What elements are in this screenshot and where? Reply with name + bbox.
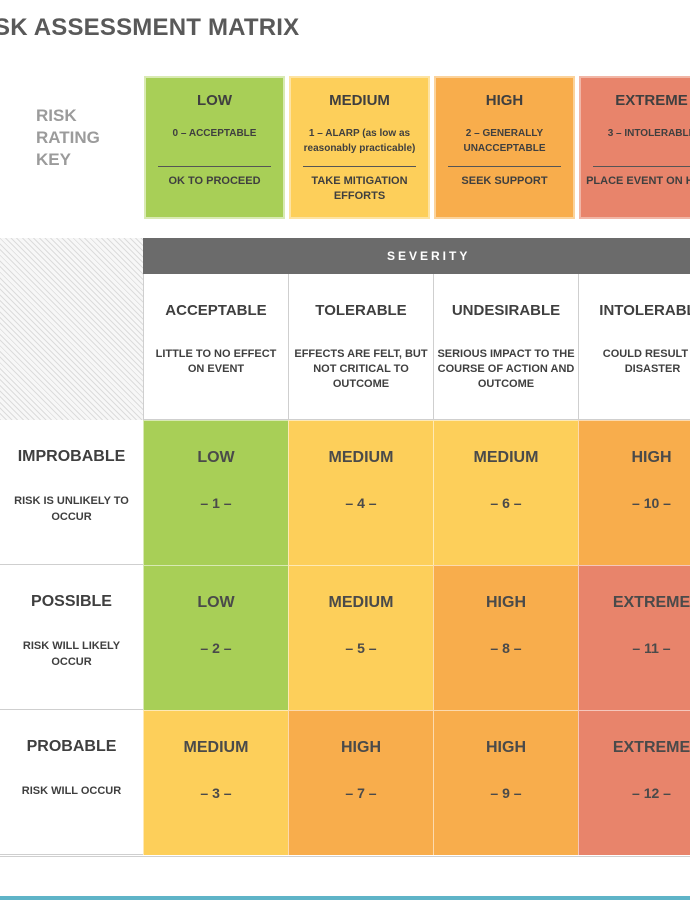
- matrix-cell: LOW – 2 –: [143, 565, 288, 710]
- severity-name: UNDESIRABLE: [451, 302, 561, 319]
- severity-header-label: SEVERITY: [387, 249, 471, 263]
- risk-rating-key-label: RISK RATING KEY: [36, 105, 136, 171]
- severity-tolerable: TOLERABLE EFFECTS ARE FELT, BUT NOT CRIT…: [288, 274, 433, 420]
- severity-name: ACCEPTABLE: [165, 302, 267, 319]
- matrix-cell: MEDIUM – 3 –: [143, 710, 288, 855]
- divider: [303, 166, 416, 167]
- severity-intolerable: INTOLERABLE COULD RESULT IN DISASTER: [578, 274, 690, 420]
- key-label-line: KEY: [36, 150, 71, 169]
- cell-number: – 7 –: [345, 785, 377, 801]
- key-level: EXTREME: [615, 92, 688, 109]
- cell-rating: LOW: [197, 594, 235, 611]
- likelihood-name: PROBABLE: [26, 738, 117, 755]
- cell-rating: MEDIUM: [328, 594, 394, 611]
- likelihood-possible: POSSIBLE RISK WILL LIKELY OCCUR: [0, 565, 143, 710]
- cell-number: – 5 –: [345, 640, 377, 656]
- severity-effect: EFFECTS ARE FELT, BUT NOT CRITICAL TO OU…: [294, 348, 428, 390]
- key-label-line: RISK: [36, 106, 77, 125]
- divider: [448, 166, 561, 167]
- key-level: MEDIUM: [329, 92, 390, 109]
- cell-rating: HIGH: [631, 449, 672, 466]
- cell-number: – 10 –: [632, 495, 671, 511]
- key-level: LOW: [197, 92, 232, 109]
- severity-acceptable: ACCEPTABLE LITTLE TO NO EFFECT ON EVENT: [143, 274, 288, 420]
- key-extreme: EXTREME 3 – INTOLERABLE PLACE EVENT ON H…: [579, 76, 690, 219]
- likelihood-improbable: IMPROBABLE RISK IS UNLIKELY TO OCCUR: [0, 420, 143, 565]
- footer-accent-line: [0, 896, 690, 900]
- key-level: HIGH: [485, 92, 524, 109]
- matrix-cell: EXTREME – 11 –: [578, 565, 690, 710]
- key-action: TAKE MITIGATION EFFORTS: [311, 175, 408, 202]
- cell-rating: HIGH: [486, 594, 526, 611]
- matrix-cell: EXTREME – 12 –: [578, 710, 690, 855]
- cell-number: – 9 –: [490, 785, 522, 801]
- severity-effect: SERIOUS IMPACT TO THE COURSE OF ACTION A…: [437, 348, 575, 390]
- cell-rating: HIGH: [486, 739, 526, 756]
- key-description: 2 – GENERALLY UNACCEPTABLE: [463, 128, 546, 154]
- cell-rating: HIGH: [341, 739, 381, 756]
- severity-header: SEVERITY: [143, 238, 690, 274]
- cell-number: – 11 –: [632, 640, 671, 656]
- severity-name: TOLERABLE: [315, 302, 407, 319]
- key-high: HIGH 2 – GENERALLY UNACCEPTABLE SEEK SUP…: [434, 76, 575, 219]
- cell-rating: EXTREME: [612, 739, 690, 756]
- cell-rating: MEDIUM: [328, 449, 394, 466]
- matrix-cell: HIGH – 10 –: [578, 420, 690, 565]
- matrix-cell: HIGH – 7 –: [288, 710, 433, 855]
- cell-rating: MEDIUM: [473, 449, 539, 466]
- cell-number: – 2 –: [200, 640, 232, 656]
- key-medium: MEDIUM 1 – ALARP (as low as reasonably p…: [289, 76, 430, 219]
- matrix-cell: HIGH – 8 –: [433, 565, 578, 710]
- severity-name: INTOLERABLE: [599, 302, 690, 319]
- severity-effect: COULD RESULT IN DISASTER: [602, 348, 690, 375]
- severity-undesirable: UNDESIRABLE SERIOUS IMPACT TO THE COURSE…: [433, 274, 578, 420]
- likelihood-description: RISK WILL OCCUR: [21, 785, 122, 797]
- cell-rating: MEDIUM: [183, 739, 249, 756]
- cell-number: – 8 –: [490, 640, 522, 656]
- severity-effect: LITTLE TO NO EFFECT ON EVENT: [155, 348, 277, 375]
- key-action: OK TO PROCEED: [168, 175, 261, 187]
- matrix-cell: LOW – 1 –: [143, 420, 288, 565]
- cell-number: – 6 –: [490, 495, 522, 511]
- likelihood-description: RISK IS UNLIKELY TO OCCUR: [14, 495, 129, 523]
- key-action: PLACE EVENT ON HOLD: [586, 175, 690, 187]
- key-action: SEEK SUPPORT: [461, 175, 548, 187]
- likelihood-name: IMPROBABLE: [17, 448, 126, 465]
- matrix-cell: HIGH – 9 –: [433, 710, 578, 855]
- key-label-line: RATING: [36, 128, 100, 147]
- table-bottom-border: [0, 856, 690, 857]
- cell-rating: LOW: [197, 449, 235, 466]
- matrix-cell: MEDIUM – 4 –: [288, 420, 433, 565]
- key-description: 1 – ALARP (as low as reasonably practica…: [303, 128, 416, 154]
- key-description: 3 – INTOLERABLE: [607, 128, 690, 139]
- corner-hatch: [0, 238, 143, 421]
- divider: [593, 166, 690, 167]
- key-description: 0 – ACCEPTABLE: [172, 128, 257, 139]
- key-low: LOW 0 – ACCEPTABLE OK TO PROCEED: [144, 76, 285, 219]
- likelihood-probable: PROBABLE RISK WILL OCCUR: [0, 710, 143, 855]
- divider: [158, 166, 271, 167]
- page-title: SK ASSESSMENT MATRIX: [0, 14, 300, 41]
- likelihood-name: POSSIBLE: [31, 593, 112, 610]
- cell-number: – 1 –: [200, 495, 232, 511]
- matrix-cell: MEDIUM – 5 –: [288, 565, 433, 710]
- cell-number: – 4 –: [345, 495, 377, 511]
- cell-rating: EXTREME: [612, 594, 690, 611]
- likelihood-description: RISK WILL LIKELY OCCUR: [22, 640, 121, 668]
- matrix-cell: MEDIUM – 6 –: [433, 420, 578, 565]
- cell-number: – 12 –: [632, 785, 671, 801]
- cell-number: – 3 –: [200, 785, 232, 801]
